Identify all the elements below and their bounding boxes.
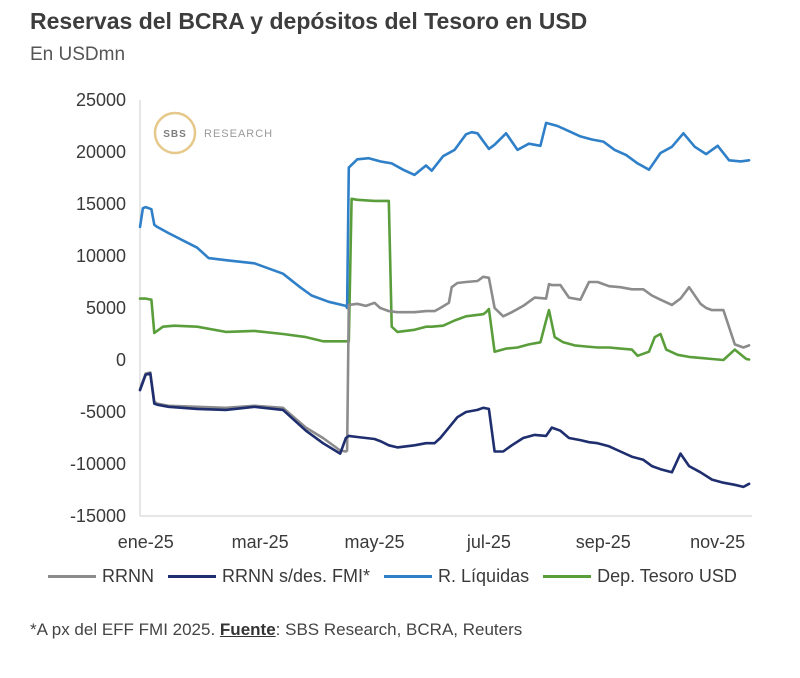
- chart-legend: RRNN RRNN s/des. FMI* R. Líquidas Dep. Teso…: [48, 566, 751, 587]
- y-tick-label: -15000: [70, 506, 126, 526]
- y-tick-label: -5000: [80, 402, 126, 422]
- legend-swatch: [543, 575, 592, 578]
- footnote-source-text: : SBS Research, BCRA, Reuters: [275, 620, 523, 639]
- legend-swatch: [48, 575, 96, 578]
- y-tick-label: 15000: [76, 194, 126, 214]
- series-layer: [138, 121, 751, 489]
- legend-label: R. Líquidas: [438, 566, 530, 586]
- footnote: *A px del EFF FMI 2025. Fuente: SBS Rese…: [30, 620, 522, 640]
- watermark-logo-text: SBS: [163, 129, 187, 140]
- watermark-ring-icon: [153, 111, 197, 155]
- legend-label: Dep. Tesoro USD: [597, 566, 737, 586]
- chart-axes: 25000 20000 15000 10000 5000 0 -5000 -10000 -150…: [70, 90, 752, 552]
- legend-swatch: [384, 575, 433, 578]
- watermark-logo: SBS RESEARCH: [153, 111, 273, 155]
- y-tick-label: 25000: [76, 90, 126, 110]
- series-line-rrnn: [138, 275, 751, 453]
- legend-swatch: [168, 575, 216, 578]
- series-line-rrnn-s-des-fmi: [138, 372, 751, 489]
- y-tick-label: 5000: [86, 298, 126, 318]
- y-tick-label: -10000: [70, 454, 126, 474]
- x-tick-label: ene-25: [118, 532, 174, 552]
- x-tick-label: nov-25: [690, 532, 745, 552]
- watermark-text: RESEARCH: [204, 128, 273, 140]
- y-tick-label: 0: [116, 350, 126, 370]
- series-line-r-l-quidas: [138, 121, 751, 310]
- line-chart: 25000 20000 15000 10000 5000 0 -5000 -10000 -150…: [70, 90, 752, 552]
- chart-subtitle: En USDmn: [30, 44, 126, 65]
- footnote-prefix: *A px del EFF FMI 2025.: [30, 620, 220, 639]
- legend-item-dep-tesoro-usd: Dep. Tesoro USD: [543, 566, 737, 587]
- legend-label: RRNN s/des. FMI*: [222, 566, 371, 586]
- legend-item-rrnn-s-des-fmi: RRNN s/des. FMI*: [168, 566, 370, 587]
- x-tick-label: jul-25: [466, 532, 511, 552]
- series-line-dep-tesoro-usd: [138, 197, 751, 362]
- legend-item-rrnn: RRNN: [48, 566, 154, 587]
- chart-title: Reservas del BCRA y depósitos del Tesoro…: [30, 8, 588, 34]
- y-tick-label: 10000: [76, 246, 126, 266]
- footnote-source-label: Fuente: [219, 620, 276, 639]
- y-tick-label: 20000: [76, 142, 126, 162]
- x-tick-label: mar-25: [232, 532, 289, 552]
- x-tick-label: may-25: [344, 532, 404, 552]
- legend-item-r-l-quidas: R. Líquidas: [384, 566, 529, 587]
- legend-label: RRNN: [102, 566, 154, 586]
- x-tick-label: sep-25: [576, 532, 631, 552]
